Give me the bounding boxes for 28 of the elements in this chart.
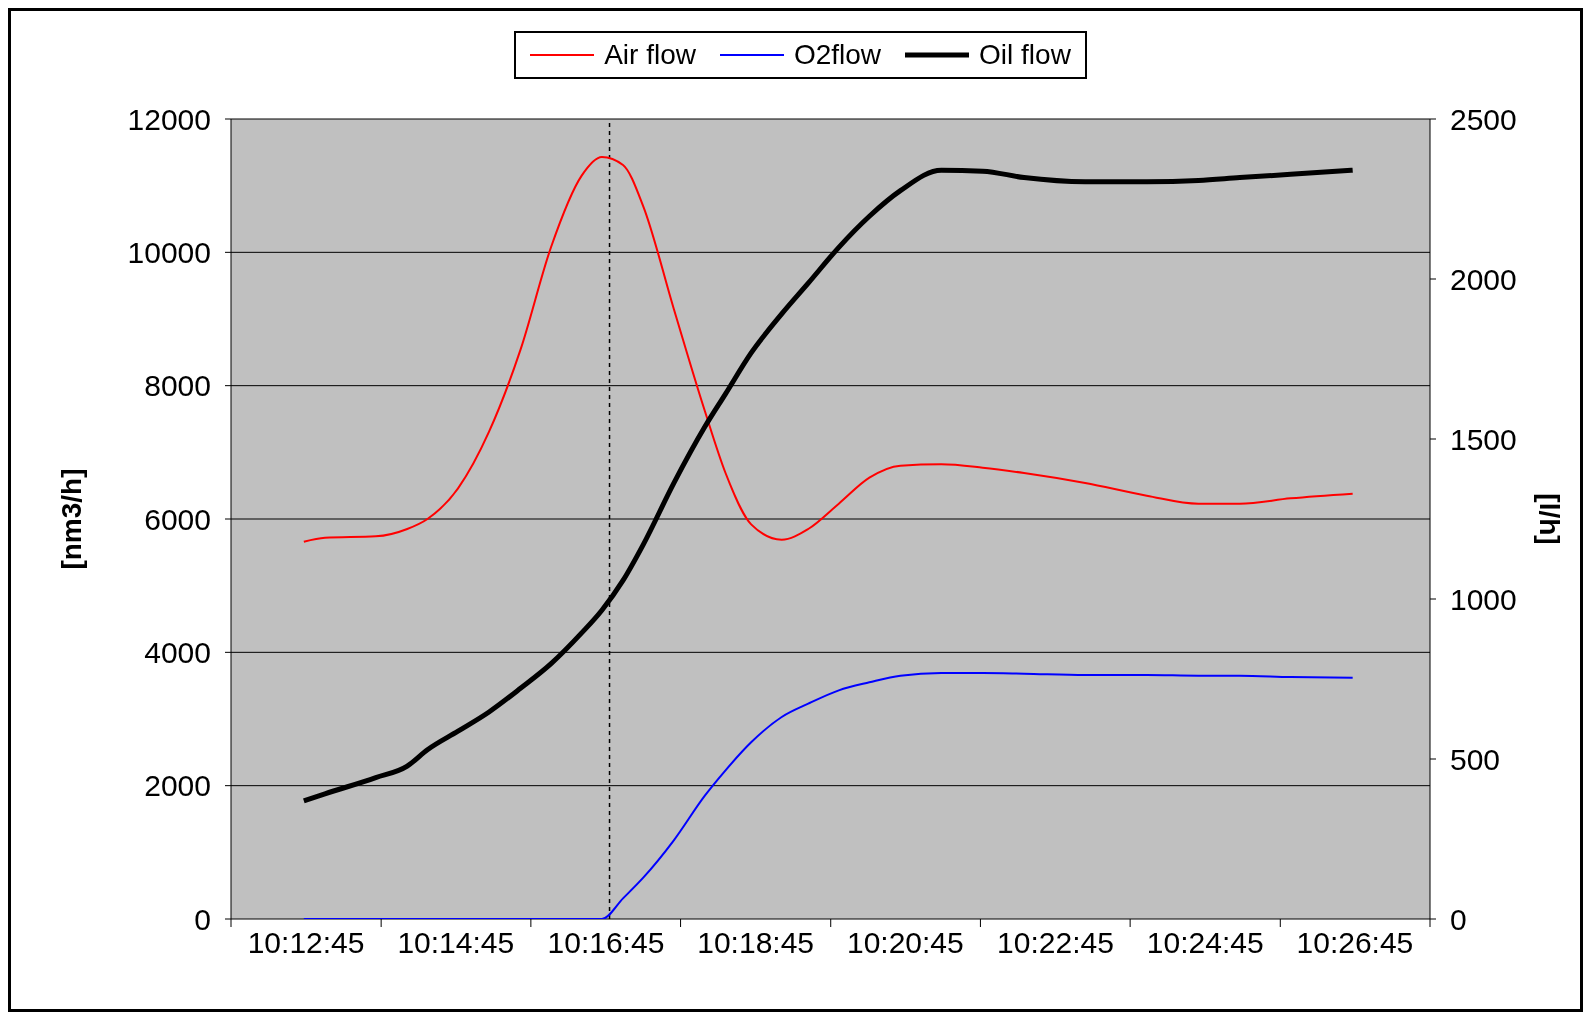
x-tick-label: 10:20:45 bbox=[846, 926, 964, 959]
y-tick-label: 2000 bbox=[144, 769, 211, 803]
y-tick-label: 6000 bbox=[144, 502, 211, 536]
y2-axis-title: [l/h] bbox=[1534, 493, 1566, 545]
line-series bbox=[302, 672, 1354, 919]
legend-label: O2flow bbox=[793, 39, 882, 71]
legend-label: Air flow bbox=[604, 39, 696, 71]
x-tick-label: 10:24:45 bbox=[1146, 926, 1264, 959]
y-axis-title: [nm3/h] bbox=[55, 468, 87, 570]
y-tick-label: 10000 bbox=[127, 235, 211, 269]
y2-tick-label: 2500 bbox=[1450, 102, 1517, 136]
y2-tick-label: 1500 bbox=[1450, 422, 1517, 456]
legend-label: Oil flow bbox=[979, 39, 1071, 71]
y-tick-label: 8000 bbox=[144, 369, 211, 403]
y-tick-label: 4000 bbox=[144, 635, 211, 669]
y2-tick-label: 500 bbox=[1450, 742, 1501, 776]
x-tick-label: 10:22:45 bbox=[997, 926, 1114, 959]
y-tick-label: 0 bbox=[194, 902, 211, 936]
y2-tick-label: 2000 bbox=[1450, 262, 1517, 296]
x-tick-label: 10:16:45 bbox=[547, 926, 665, 959]
y2-tick-label: 0 bbox=[1450, 902, 1467, 936]
x-tick-label: 10:12:45 bbox=[247, 926, 365, 959]
x-tick-label: 10:26:45 bbox=[1296, 926, 1414, 959]
y-tick-label: 12000 bbox=[127, 102, 211, 136]
x-tick-label: 10:14:45 bbox=[397, 926, 515, 959]
x-tick-label: 10:18:45 bbox=[697, 926, 815, 959]
y2-tick-label: 1000 bbox=[1450, 582, 1517, 616]
line-series bbox=[302, 156, 1354, 543]
